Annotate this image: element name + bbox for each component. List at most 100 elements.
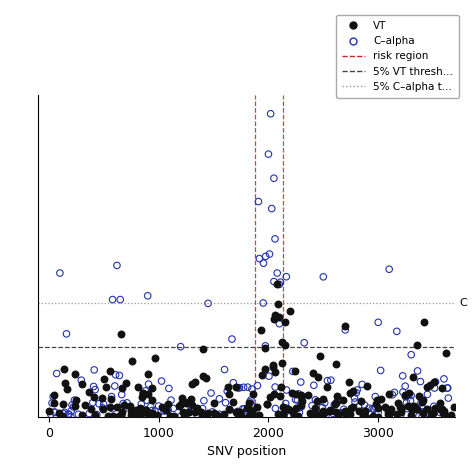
Point — [292, 396, 300, 403]
Point — [423, 405, 431, 413]
Point — [182, 400, 190, 407]
Point — [309, 412, 316, 420]
Point — [235, 384, 243, 392]
Point — [417, 378, 424, 385]
Point — [357, 397, 365, 405]
Point — [118, 391, 126, 398]
Point — [335, 395, 342, 403]
Point — [118, 330, 125, 337]
Point — [356, 407, 363, 415]
Point — [393, 328, 401, 335]
Point — [68, 401, 76, 409]
Point — [122, 379, 129, 387]
Point — [372, 403, 380, 411]
Point — [118, 384, 126, 392]
Point — [249, 390, 257, 398]
Point — [139, 390, 147, 398]
Point — [199, 372, 207, 380]
Point — [115, 412, 122, 420]
Point — [225, 390, 232, 398]
Point — [64, 410, 72, 418]
Point — [273, 281, 281, 288]
Point — [108, 393, 115, 401]
Point — [118, 413, 125, 420]
Point — [100, 405, 107, 413]
Point — [317, 352, 324, 360]
Point — [245, 399, 253, 406]
Point — [291, 411, 298, 419]
Point — [152, 354, 159, 362]
Point — [238, 413, 246, 420]
Point — [279, 403, 286, 411]
Point — [137, 410, 145, 417]
Point — [437, 409, 444, 416]
Point — [445, 394, 452, 402]
Point — [401, 392, 409, 399]
Point — [419, 409, 427, 417]
Point — [266, 393, 274, 401]
Point — [430, 402, 438, 410]
Point — [99, 404, 107, 412]
Point — [327, 407, 334, 414]
Point — [278, 383, 285, 391]
Point — [429, 409, 437, 417]
Point — [49, 393, 57, 401]
Point — [72, 396, 80, 403]
Point — [328, 412, 336, 420]
Point — [50, 391, 58, 398]
Point — [139, 389, 147, 397]
Point — [136, 413, 144, 420]
Point — [374, 404, 382, 412]
Point — [283, 273, 290, 281]
Point — [272, 368, 279, 376]
Point — [161, 412, 168, 420]
Point — [216, 395, 223, 402]
Point — [144, 370, 152, 378]
Point — [399, 372, 407, 380]
Point — [177, 400, 185, 408]
Point — [243, 410, 251, 417]
Point — [87, 406, 95, 413]
Point — [207, 389, 215, 397]
Point — [399, 388, 407, 396]
Point — [269, 363, 277, 371]
Point — [141, 408, 149, 415]
Point — [251, 410, 258, 418]
Point — [144, 292, 152, 300]
Point — [106, 367, 114, 375]
Point — [282, 400, 290, 407]
Point — [420, 319, 428, 326]
Point — [56, 269, 64, 277]
Point — [193, 412, 201, 419]
Point — [204, 300, 212, 307]
Point — [183, 399, 191, 406]
Point — [184, 410, 191, 417]
Point — [86, 388, 93, 396]
Point — [419, 413, 426, 420]
Point — [361, 407, 368, 415]
Point — [274, 300, 282, 308]
Point — [341, 326, 349, 334]
Point — [95, 400, 103, 408]
Point — [374, 319, 382, 326]
Point — [120, 405, 128, 412]
Point — [132, 406, 139, 414]
Point — [345, 412, 353, 420]
Point — [199, 345, 206, 353]
Point — [291, 410, 298, 418]
Point — [272, 312, 279, 319]
Point — [384, 410, 392, 417]
Point — [395, 399, 402, 407]
Point — [287, 412, 294, 420]
Point — [270, 315, 278, 322]
Point — [304, 392, 312, 399]
Point — [398, 406, 406, 414]
Point — [246, 407, 253, 414]
Point — [403, 405, 411, 412]
Point — [396, 403, 404, 410]
Point — [246, 407, 254, 414]
Point — [58, 412, 66, 419]
Point — [119, 400, 127, 407]
Point — [423, 383, 430, 391]
Point — [319, 409, 326, 417]
